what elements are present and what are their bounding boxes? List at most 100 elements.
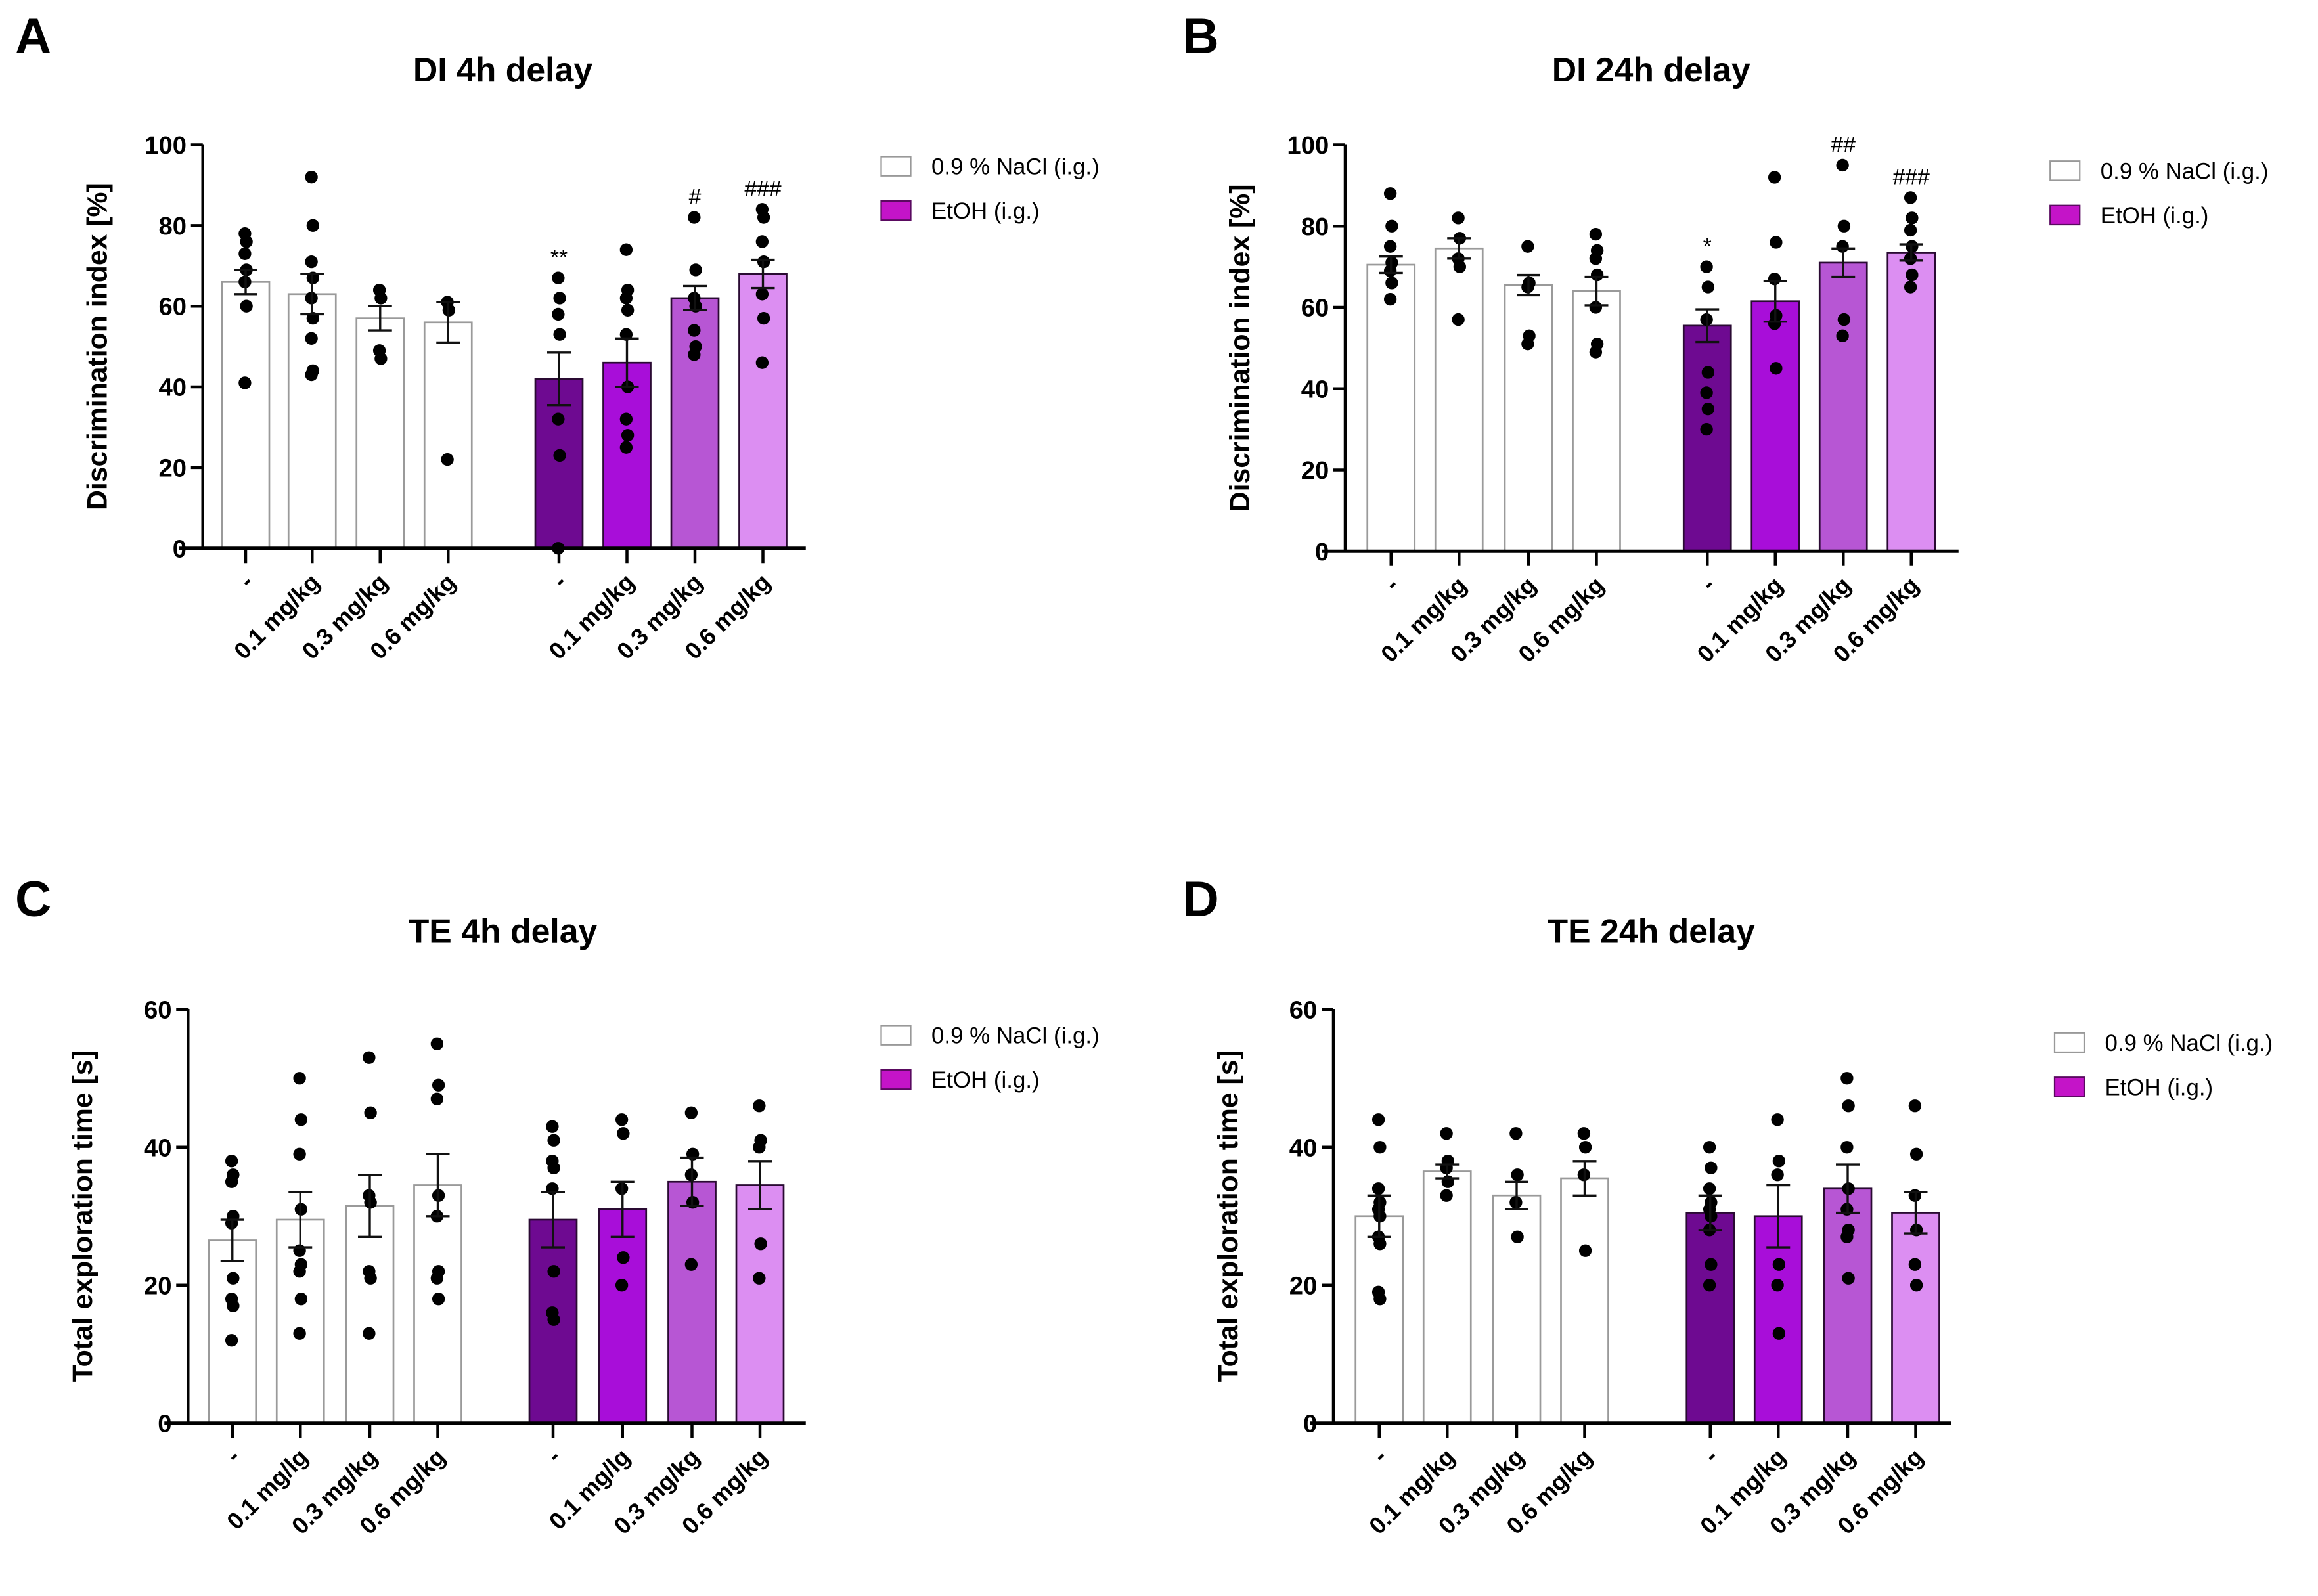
bar bbox=[1434, 247, 1484, 552]
data-point bbox=[547, 1265, 560, 1278]
data-point bbox=[1842, 1099, 1855, 1113]
data-point bbox=[1701, 280, 1715, 294]
data-point bbox=[1840, 1230, 1854, 1243]
data-point bbox=[1906, 211, 1919, 225]
data-point bbox=[1836, 329, 1849, 342]
data-point bbox=[1577, 1127, 1591, 1140]
data-point bbox=[546, 1120, 559, 1133]
data-point bbox=[1578, 1244, 1592, 1257]
x-tick-label: - bbox=[1695, 571, 1720, 596]
data-point bbox=[1904, 280, 1917, 294]
data-point bbox=[552, 307, 565, 321]
chart-title: DI 24h delay bbox=[1552, 51, 1750, 89]
chart-title: DI 4h delay bbox=[413, 51, 592, 89]
data-point bbox=[1589, 301, 1603, 314]
panel-letter: A bbox=[15, 9, 51, 64]
data-point bbox=[305, 368, 318, 382]
y-tick-label: 60 bbox=[158, 293, 187, 321]
bar bbox=[735, 1184, 785, 1425]
bar bbox=[208, 1239, 257, 1425]
y-tick-label: 40 bbox=[1289, 1134, 1318, 1162]
data-point bbox=[1836, 240, 1849, 253]
data-point bbox=[1701, 403, 1715, 416]
y-tick-label: 60 bbox=[1301, 294, 1329, 322]
data-point bbox=[225, 1175, 238, 1188]
data-point bbox=[753, 1141, 766, 1154]
chart-title: TE 4h delay bbox=[409, 912, 598, 950]
data-point bbox=[1703, 1279, 1716, 1292]
y-tick-label: 60 bbox=[1289, 996, 1318, 1024]
data-point bbox=[1837, 219, 1851, 233]
data-point bbox=[306, 219, 320, 233]
data-point bbox=[1385, 277, 1398, 290]
data-point bbox=[1701, 366, 1715, 379]
data-point bbox=[374, 352, 388, 365]
data-point bbox=[430, 1092, 444, 1105]
x-tick-label: - bbox=[547, 568, 571, 592]
significance-marker: ### bbox=[744, 177, 782, 202]
data-point bbox=[1770, 236, 1783, 249]
y-axis-label: Total exploration time [s] bbox=[67, 1050, 99, 1382]
legend-swatch-nacl bbox=[2053, 1032, 2085, 1053]
data-point bbox=[547, 1161, 560, 1174]
data-point bbox=[619, 412, 633, 426]
data-point bbox=[227, 1299, 240, 1312]
legend-swatch-etoh bbox=[880, 200, 912, 221]
panel-letter: C bbox=[15, 872, 51, 927]
data-point bbox=[1909, 1279, 1923, 1292]
bar bbox=[1572, 290, 1621, 552]
panel-letter: B bbox=[1183, 9, 1219, 64]
y-tick-label: 100 bbox=[145, 131, 187, 160]
data-point bbox=[1700, 260, 1713, 273]
bar bbox=[345, 1205, 395, 1425]
data-point bbox=[1703, 1182, 1716, 1195]
data-point bbox=[755, 235, 769, 248]
data-point bbox=[753, 1099, 766, 1113]
data-point bbox=[1589, 227, 1603, 241]
legend-swatch-nacl bbox=[880, 1025, 912, 1046]
data-point bbox=[1385, 219, 1398, 233]
data-point bbox=[755, 288, 769, 301]
data-point bbox=[1452, 211, 1465, 225]
data-point bbox=[619, 441, 633, 454]
bar bbox=[1504, 284, 1553, 552]
data-point bbox=[1383, 240, 1397, 253]
data-point bbox=[1909, 1147, 1923, 1161]
bar bbox=[1685, 1212, 1735, 1425]
y-tick-label: 20 bbox=[144, 1272, 172, 1300]
data-point bbox=[1509, 1127, 1523, 1140]
data-point bbox=[1700, 422, 1713, 436]
data-point bbox=[753, 1272, 766, 1285]
data-point bbox=[1771, 1113, 1784, 1126]
data-point bbox=[1511, 1168, 1524, 1182]
data-point bbox=[432, 1078, 445, 1092]
y-tick-label: 0 bbox=[173, 535, 187, 563]
data-point bbox=[615, 1279, 629, 1292]
data-point bbox=[1771, 1168, 1784, 1182]
data-point bbox=[619, 292, 633, 305]
data-point bbox=[1373, 1237, 1387, 1251]
significance-marker: ## bbox=[1831, 132, 1856, 157]
data-point bbox=[1705, 1258, 1718, 1271]
bar bbox=[221, 280, 271, 550]
data-point bbox=[1453, 260, 1467, 273]
data-point bbox=[294, 1113, 308, 1126]
bar bbox=[1886, 252, 1936, 552]
y-tick-label: 20 bbox=[1301, 456, 1329, 485]
x-tick-label: - bbox=[220, 1443, 244, 1467]
data-point bbox=[1836, 158, 1849, 172]
data-point bbox=[238, 247, 252, 261]
data-point bbox=[1837, 313, 1851, 326]
data-point bbox=[430, 1037, 444, 1050]
data-point bbox=[1904, 191, 1917, 204]
data-point bbox=[688, 348, 701, 361]
legend-label-nacl: 0.9 % NaCl (i.g.) bbox=[931, 154, 1100, 180]
data-point bbox=[553, 328, 566, 341]
data-point bbox=[1440, 1189, 1453, 1202]
legend-label-nacl: 0.9 % NaCl (i.g.) bbox=[2105, 1031, 2273, 1056]
data-point bbox=[1840, 1072, 1854, 1085]
data-point bbox=[1768, 273, 1781, 286]
x-tick-label: - bbox=[1698, 1443, 1722, 1467]
x-tick-label: - bbox=[1379, 571, 1403, 596]
